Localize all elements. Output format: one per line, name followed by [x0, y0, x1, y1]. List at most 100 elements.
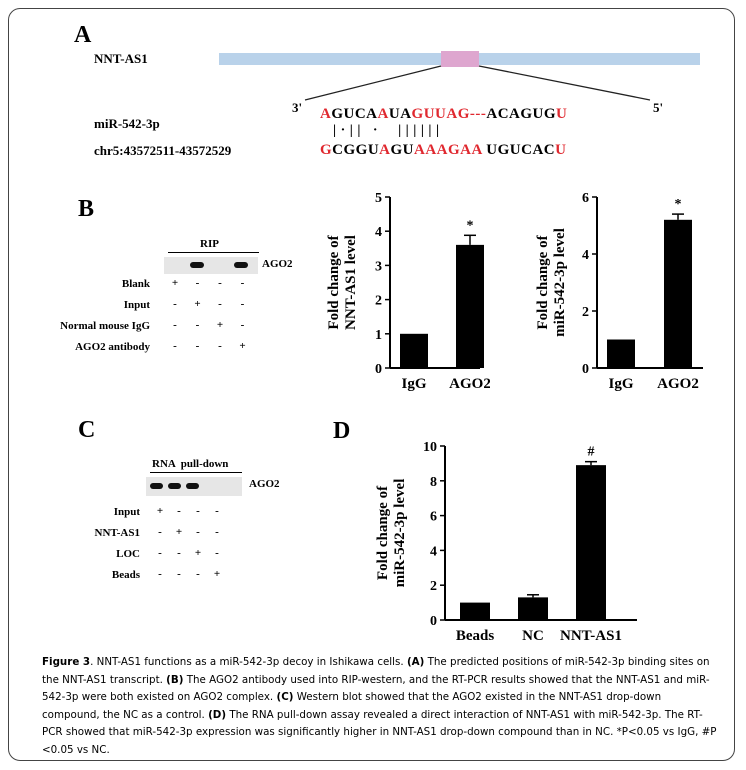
y-tick-label: 2	[375, 294, 382, 309]
y-axis-label: Fold change of	[535, 234, 551, 329]
mirna-seq-segment: A	[320, 106, 332, 122]
x-tick-label: AGO2	[657, 376, 699, 392]
condition-sign: -	[218, 298, 222, 310]
condition-label: Input	[123, 299, 150, 311]
blot-c-band-label: AGO2	[249, 478, 280, 490]
pulldown-header: RNA pull-down	[152, 458, 229, 470]
condition-sign: -	[173, 319, 177, 331]
mirna-seq-segment: UA	[388, 106, 412, 122]
condition-sign: +	[194, 298, 201, 310]
y-axis-label: miR-542-3p level	[552, 228, 568, 337]
bar-nnt-as1	[576, 465, 606, 620]
condition-label: Blank	[121, 278, 150, 290]
condition-label: AGO2 antibody	[75, 341, 150, 353]
figure-frame	[8, 8, 735, 761]
condition-sign: -	[177, 505, 181, 517]
target-seq-segment: A	[379, 142, 391, 158]
blot-band	[234, 262, 248, 268]
blot-band	[190, 262, 204, 268]
mirna-seq-segment: A	[377, 106, 389, 122]
caption-text: Western blot showed that the AGO2 existe…	[42, 691, 662, 721]
target-seq-segment: G	[320, 142, 333, 158]
significance-mark: #	[588, 445, 595, 460]
x-tick-label: NNT-AS1	[560, 628, 622, 644]
condition-sign: -	[215, 505, 219, 517]
condition-sign: +	[213, 568, 221, 580]
significance-mark: *	[467, 218, 474, 233]
y-tick-label: 8	[430, 475, 437, 490]
condition-sign: -	[195, 340, 200, 352]
y-tick-label: 6	[582, 191, 589, 206]
y-tick-label: 4	[430, 544, 437, 559]
condition-sign: -	[240, 319, 245, 331]
condition-sign: -	[196, 526, 200, 538]
panel-b-letter: B	[78, 196, 95, 222]
x-tick-label: IgG	[401, 376, 426, 392]
blot-band	[168, 483, 181, 489]
target-seq-segment: CGGU	[332, 142, 380, 158]
y-tick-label: 1	[375, 328, 382, 343]
y-tick-label: 3	[375, 259, 382, 274]
x-tick-label: IgG	[608, 376, 633, 392]
condition-sign: -	[218, 340, 222, 352]
bar-igg	[607, 339, 635, 368]
binding-site-box	[441, 51, 479, 67]
mirna-seq-segment: GUCA	[331, 106, 378, 122]
mirna-sequence: AGUCAAUAGUUAG---ACAGUGU	[320, 106, 567, 123]
mirna-label: miR-542-3p	[94, 116, 160, 131]
rip-header-line	[168, 252, 259, 253]
y-tick-label: 5	[375, 191, 382, 206]
condition-sign: +	[216, 319, 224, 331]
condition-sign: -	[158, 547, 162, 559]
mirna-seq-segment: GUUAG	[411, 106, 470, 122]
y-tick-label: 6	[430, 510, 437, 525]
bar-ago2	[664, 219, 692, 368]
condition-sign: -	[240, 298, 245, 310]
bar-beads	[460, 602, 490, 620]
y-tick-label: 4	[375, 225, 382, 240]
x-tick-label: AGO2	[449, 376, 490, 392]
chr-label: chr5:43572511-43572529	[94, 143, 232, 158]
condition-label: Normal mouse IgG	[60, 320, 150, 332]
target-seq-segment: UGUCAC	[482, 142, 556, 158]
y-axis-label: NNT-AS1 level	[343, 235, 359, 330]
condition-sign: +	[175, 526, 183, 538]
target-sequence: GCGGUAGUAAAGAA UGUCACU	[320, 142, 566, 159]
condition-sign: -	[177, 547, 181, 559]
condition-sign: -	[177, 568, 181, 580]
condition-sign: -	[158, 526, 162, 538]
blot-band	[150, 483, 163, 489]
condition-label: NNT-AS1	[94, 527, 140, 539]
condition-sign: +	[171, 277, 179, 289]
zoom-lines	[304, 65, 651, 101]
condition-label: LOC	[116, 548, 140, 560]
y-tick-label: 4	[582, 248, 589, 263]
blot-b-band-label: AGO2	[262, 258, 293, 270]
condition-sign: -	[195, 319, 200, 331]
caption-text: (C)	[276, 691, 294, 703]
base-pairing: | · | | · | | | | | |	[333, 123, 440, 138]
y-axis-label: miR-542-3p level	[392, 479, 408, 588]
condition-sign: -	[218, 277, 222, 289]
condition-sign: -	[215, 526, 219, 538]
condition-sign: +	[194, 547, 202, 559]
target-seq-segment: AAAGAA	[414, 142, 483, 158]
condition-sign: +	[156, 505, 164, 517]
caption-text: The predicted positions of miR-542-3p bi…	[42, 656, 710, 686]
target-seq-segment: U	[555, 142, 567, 158]
condition-sign: -	[173, 340, 177, 352]
bar-nc	[518, 597, 548, 620]
caption-text: The AGO2 antibody used into RIP-western,…	[42, 673, 710, 704]
panel-d-letter: D	[333, 418, 351, 444]
caption-text: (A)	[406, 656, 425, 668]
x-tick-label: Beads	[456, 628, 495, 644]
y-tick-label: 0	[375, 362, 382, 377]
x-tick-label: NC	[522, 628, 544, 644]
mirna-seq-segment: ---	[469, 106, 487, 122]
condition-sign: -	[196, 568, 200, 580]
y-axis-label: Fold change of	[375, 485, 391, 580]
panel-c-letter: C	[78, 417, 96, 443]
caption-text: The RNA pull-down assay revealed a direc…	[42, 708, 717, 756]
condition-sign: -	[196, 505, 200, 517]
condition-label: Input	[113, 506, 140, 518]
